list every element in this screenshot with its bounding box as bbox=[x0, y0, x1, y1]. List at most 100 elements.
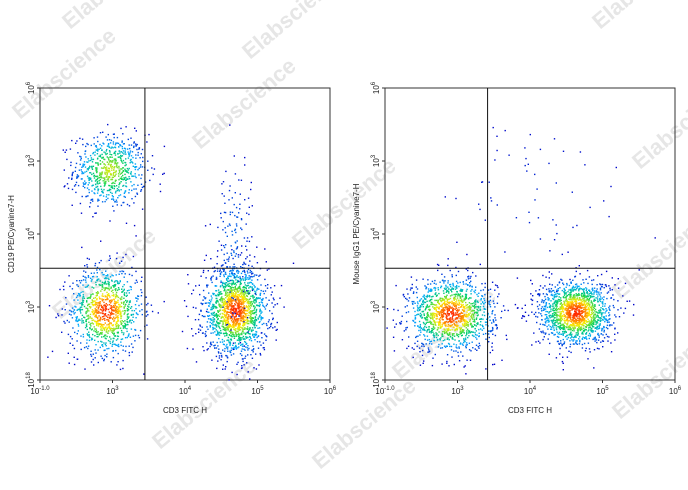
event-dot bbox=[262, 317, 264, 319]
event-dot bbox=[98, 301, 101, 304]
event-dot bbox=[122, 185, 124, 187]
event-dot bbox=[463, 332, 465, 334]
event-dot bbox=[108, 259, 110, 261]
event-dot bbox=[121, 298, 123, 300]
tick-exp: 4 bbox=[188, 386, 192, 392]
event-dot bbox=[418, 326, 420, 329]
event-dot bbox=[226, 303, 228, 305]
event-dot bbox=[446, 320, 448, 323]
event-dot bbox=[492, 320, 495, 322]
event-dot bbox=[472, 318, 474, 320]
event-dot bbox=[429, 320, 431, 322]
event-dot bbox=[230, 338, 232, 340]
event-dot bbox=[432, 331, 434, 333]
event-dot bbox=[243, 319, 245, 322]
y-axis-label: CD19 PE/Cyanine7-H bbox=[7, 195, 16, 273]
event-dot bbox=[68, 362, 70, 364]
event-dot bbox=[73, 356, 75, 358]
event-dot bbox=[112, 176, 115, 178]
event-dot bbox=[481, 324, 483, 326]
event-dot bbox=[599, 283, 601, 285]
event-dot bbox=[466, 304, 469, 306]
event-dot bbox=[260, 301, 262, 303]
event-dot bbox=[256, 246, 258, 248]
event-dot bbox=[471, 286, 473, 288]
event-dot bbox=[451, 337, 454, 339]
event-dot bbox=[234, 335, 236, 338]
event-dot bbox=[107, 294, 109, 297]
event-dot bbox=[246, 298, 249, 301]
event-dot bbox=[482, 301, 484, 304]
event-dot bbox=[235, 348, 238, 350]
event-dot bbox=[248, 333, 251, 335]
event-dot bbox=[90, 353, 92, 356]
event-dot bbox=[216, 341, 218, 344]
event-dot bbox=[216, 255, 219, 258]
event-dot bbox=[452, 314, 454, 317]
event-dot bbox=[212, 314, 215, 316]
event-dot bbox=[559, 347, 561, 350]
event-dot bbox=[249, 304, 252, 307]
event-dot bbox=[435, 334, 437, 336]
event-dot bbox=[507, 309, 509, 312]
event-dot bbox=[433, 314, 435, 316]
event-dot bbox=[266, 324, 268, 327]
event-dot bbox=[86, 175, 89, 177]
event-dot bbox=[119, 173, 122, 175]
event-dot bbox=[255, 314, 258, 316]
event-dot bbox=[199, 324, 201, 326]
event-dot bbox=[208, 314, 211, 317]
event-dot bbox=[236, 305, 239, 307]
event-dot bbox=[110, 317, 112, 319]
event-dot bbox=[561, 343, 563, 346]
event-dot bbox=[111, 294, 113, 297]
event-dot bbox=[234, 316, 236, 318]
event-dot bbox=[104, 296, 106, 298]
event-dot bbox=[468, 307, 470, 309]
event-dot bbox=[70, 161, 72, 164]
event-dot bbox=[109, 176, 111, 179]
event-dot bbox=[100, 324, 102, 326]
event-dot bbox=[244, 271, 246, 273]
event-dot bbox=[87, 275, 90, 277]
event-dot bbox=[101, 145, 103, 147]
event-dot bbox=[441, 304, 443, 306]
event-dot bbox=[102, 308, 104, 310]
event-dot bbox=[213, 320, 215, 323]
event-dot bbox=[477, 345, 479, 348]
event-dot bbox=[600, 283, 602, 286]
event-dot bbox=[125, 299, 127, 302]
event-dot bbox=[108, 169, 111, 171]
event-dot bbox=[66, 319, 68, 322]
event-dot bbox=[76, 316, 78, 318]
event-dot bbox=[232, 287, 235, 289]
event-dot bbox=[106, 194, 108, 196]
event-dot bbox=[220, 329, 222, 332]
event-dot bbox=[440, 305, 442, 308]
event-dot bbox=[206, 342, 208, 344]
event-dot bbox=[254, 306, 256, 308]
event-dot bbox=[149, 179, 151, 182]
event-dot bbox=[450, 289, 452, 291]
event-dot bbox=[465, 321, 467, 323]
event-dot bbox=[259, 310, 261, 313]
event-dot bbox=[614, 339, 616, 341]
event-dot bbox=[465, 323, 468, 325]
event-dot bbox=[113, 187, 115, 190]
watermark: Elabscience bbox=[587, 0, 688, 34]
event-dot bbox=[244, 279, 246, 282]
event-dot bbox=[416, 296, 418, 299]
event-dot bbox=[476, 323, 478, 325]
event-dot bbox=[106, 161, 109, 163]
event-dot bbox=[248, 298, 251, 301]
event-dot bbox=[104, 317, 106, 320]
event-dot bbox=[536, 305, 539, 308]
event-dot bbox=[449, 295, 452, 297]
event-dot bbox=[106, 156, 108, 158]
event-dot bbox=[82, 143, 84, 146]
event-dot bbox=[245, 337, 248, 339]
event-dot bbox=[262, 347, 264, 349]
event-dot bbox=[108, 293, 110, 295]
event-dot bbox=[230, 331, 232, 334]
event-dot bbox=[460, 303, 462, 305]
